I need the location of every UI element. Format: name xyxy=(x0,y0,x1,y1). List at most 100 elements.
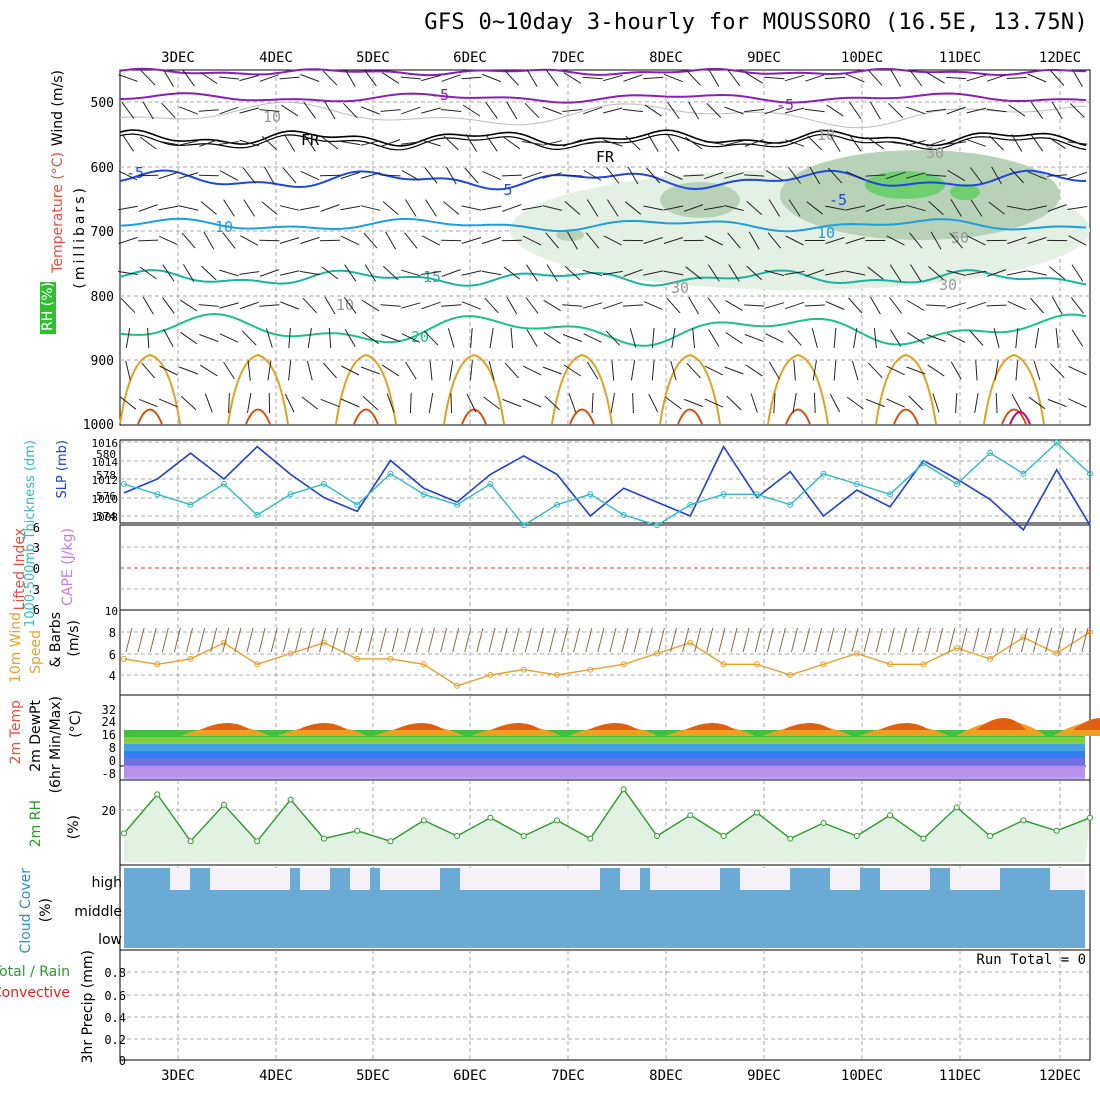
slp-tick: 1008 xyxy=(92,511,119,524)
rh-point xyxy=(320,835,327,842)
wind-barb xyxy=(464,167,479,184)
temp-contour-5 xyxy=(119,169,1087,191)
thickness-tick: 576 xyxy=(96,490,116,503)
precip-tick: 0.8 xyxy=(104,966,126,980)
wind-barb xyxy=(199,139,219,147)
wind-barb xyxy=(663,205,684,211)
thickness-point xyxy=(587,491,594,498)
rh-point xyxy=(753,809,760,816)
li-tick: 6 xyxy=(33,603,40,617)
wind-barb xyxy=(707,297,721,314)
wind-barb xyxy=(950,361,962,380)
temp-contour-30 xyxy=(785,408,811,425)
wind-barb xyxy=(910,264,922,282)
wind-barb xyxy=(364,69,377,87)
wind-barb-10m xyxy=(827,627,835,653)
wind-barb xyxy=(381,364,400,377)
wind-barb xyxy=(583,170,602,181)
wind-barb xyxy=(686,70,701,86)
temp-tick: 16 xyxy=(102,728,116,742)
wind-barb-10m xyxy=(282,627,290,653)
wind-barb xyxy=(967,235,986,246)
wind-barb xyxy=(526,264,538,282)
wind-barb-10m xyxy=(428,627,435,653)
wind-barb xyxy=(118,236,138,245)
wind-barb xyxy=(909,232,923,249)
run-total: Run Total = 0 xyxy=(976,952,1086,968)
wind-barb xyxy=(243,199,256,217)
wind-barb xyxy=(807,135,823,151)
slp-tick: 1010 xyxy=(92,493,119,506)
wind-speed-point xyxy=(387,655,394,662)
wind-barb-10m xyxy=(609,627,617,653)
cloud-gap xyxy=(170,868,190,890)
wind-barb xyxy=(773,392,776,414)
wind-barb xyxy=(401,106,421,115)
cloud-gap xyxy=(620,868,640,890)
wind-barb xyxy=(784,270,805,276)
wind-barb-10m xyxy=(222,627,230,653)
rh-point xyxy=(720,833,727,839)
wind-barb xyxy=(441,74,461,82)
wind-barb xyxy=(421,74,441,82)
wind-barb xyxy=(974,393,979,413)
wind-barb xyxy=(845,171,865,180)
wind-barb xyxy=(853,328,858,348)
wind-barb xyxy=(724,106,744,115)
wind-speed-point xyxy=(487,672,494,678)
wind-barb xyxy=(869,296,881,315)
temp-contour-25 xyxy=(983,353,1045,425)
label-rh: RH (%) xyxy=(40,282,56,331)
wind-barb xyxy=(161,102,176,119)
wind-barb xyxy=(926,108,946,113)
wind-barb xyxy=(1033,360,1041,381)
wind-barb xyxy=(725,299,743,312)
wind-barb-10m xyxy=(343,627,351,653)
date-label-bottom: 9DEC xyxy=(747,1068,781,1084)
wind-barb xyxy=(525,297,539,314)
thickness-point xyxy=(953,481,960,487)
wind-barb xyxy=(1008,104,1026,117)
wind-barb xyxy=(890,69,902,87)
wind-barb xyxy=(1051,296,1063,315)
wind-speed-point xyxy=(220,639,227,646)
thickness-point xyxy=(387,470,394,477)
wind-barb xyxy=(322,70,338,86)
wind-barb xyxy=(646,167,661,184)
wind-speed-point xyxy=(687,639,694,646)
wind-barb xyxy=(462,104,481,117)
wind-barb xyxy=(485,102,498,119)
wind-barb xyxy=(1030,134,1044,152)
wind-barb xyxy=(643,270,664,276)
wind-barb xyxy=(671,328,676,348)
wind-barb-10m xyxy=(984,627,992,653)
wind-barb xyxy=(405,361,417,380)
wind-barb xyxy=(503,266,521,280)
date-label-bottom: 7DEC xyxy=(551,1068,585,1084)
wind-barb xyxy=(120,297,136,314)
panel-axes: 3DEC 3DEC 4DEC 4DEC 5DEC 5DEC 6DEC 6DEC 7DEC 7DEC… xyxy=(0,50,1086,1084)
wind-barb xyxy=(812,360,817,381)
wind-barb xyxy=(510,327,514,349)
wind-barb xyxy=(829,134,841,152)
wind-barb-10m xyxy=(355,627,363,653)
thickness-point xyxy=(487,481,494,487)
temp-band-low xyxy=(124,766,1085,777)
wind-barb xyxy=(118,74,138,82)
date-label-bottom: 8DEC xyxy=(649,1068,683,1084)
wind-barb xyxy=(125,328,131,348)
wind-tick: 6 xyxy=(109,648,116,662)
thickness-point xyxy=(420,491,427,498)
wind-barb xyxy=(522,205,542,211)
wind-barb xyxy=(813,392,816,414)
wind-barb-10m xyxy=(899,627,907,653)
wind-barb xyxy=(382,201,399,215)
wind-barb-10m xyxy=(778,627,786,653)
wind-barb-10m xyxy=(391,627,399,653)
label-cloud-cover: Cloud Cover xyxy=(18,868,34,954)
wind-barb xyxy=(484,297,499,314)
rh-point xyxy=(287,796,294,803)
wind-barb xyxy=(946,302,966,309)
wind-barb xyxy=(623,269,643,277)
